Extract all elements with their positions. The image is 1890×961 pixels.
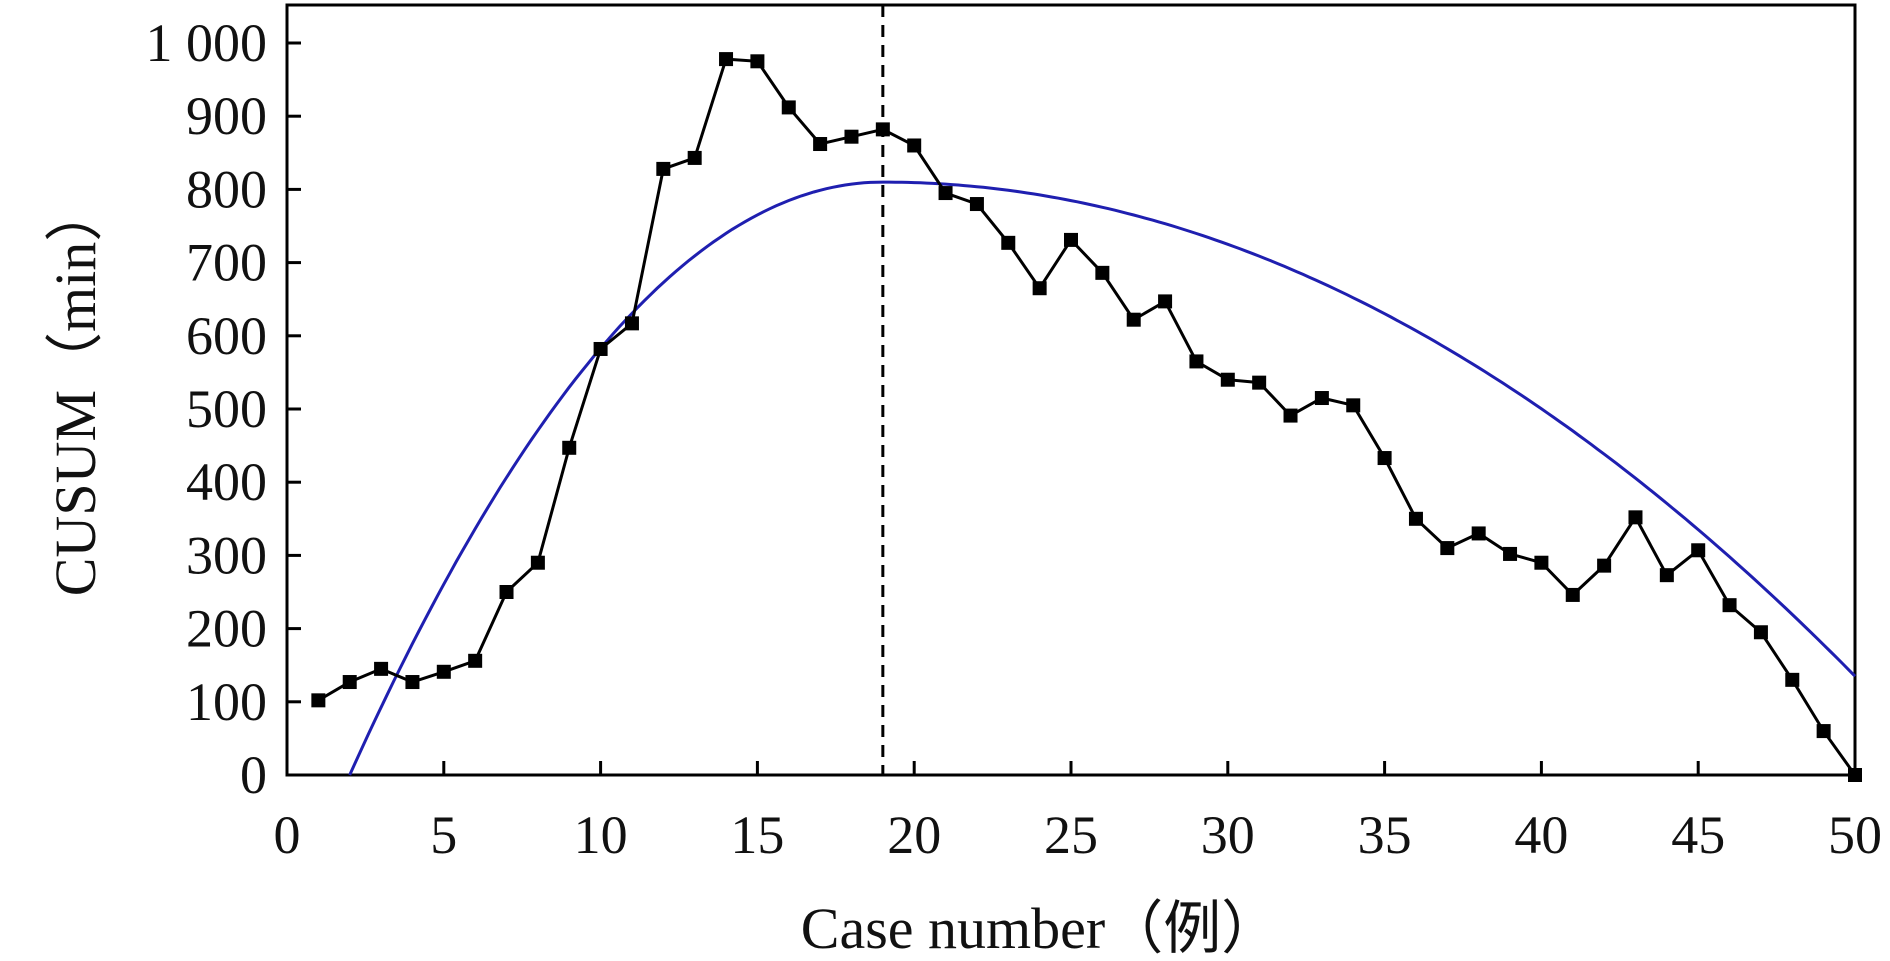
- cusum-point-marker: [1408, 511, 1423, 526]
- y-tick-label: 200: [186, 599, 267, 659]
- cusum-point-marker: [436, 664, 451, 679]
- cusum-point-marker: [656, 161, 671, 176]
- cusum-point-marker: [938, 186, 953, 201]
- cusum-point-marker: [1377, 451, 1392, 466]
- y-tick-label: 700: [186, 233, 267, 293]
- x-tick-label: 15: [730, 805, 784, 865]
- x-tick-label: 10: [574, 805, 628, 865]
- y-tick-label: 100: [186, 672, 267, 732]
- y-tick-label: 400: [186, 452, 267, 512]
- cusum-point-marker: [405, 675, 420, 690]
- cusum-point-marker: [1283, 408, 1298, 423]
- cusum-point-marker: [1597, 558, 1612, 573]
- cusum-point-marker: [907, 138, 922, 153]
- cusum-series-markers: [311, 52, 1862, 782]
- cusum-point-marker: [1628, 510, 1643, 525]
- x-axis-ticks: [285, 761, 1857, 775]
- cusum-point-marker: [1691, 543, 1706, 558]
- cusum-point-marker: [562, 440, 577, 455]
- cusum-point-marker: [1158, 294, 1173, 309]
- cusum-point-marker: [1785, 672, 1800, 687]
- cusum-point-marker: [781, 100, 796, 115]
- y-tick-label: 500: [186, 379, 267, 439]
- cusum-point-marker: [969, 197, 984, 212]
- cusum-point-marker: [813, 137, 828, 152]
- cusum-point-marker: [342, 675, 357, 690]
- y-tick-label: 1 000: [146, 13, 268, 73]
- cusum-point-marker: [1816, 724, 1831, 739]
- cusum-point-marker: [1659, 568, 1674, 583]
- plot-area-frame: [285, 3, 1857, 777]
- y-axis-title: CUSUM（min）: [43, 184, 108, 597]
- y-axis-ticks: [287, 41, 301, 777]
- cusum-point-marker: [311, 693, 326, 708]
- cusum-point-marker: [1095, 265, 1110, 280]
- cusum-point-marker: [1565, 587, 1580, 602]
- cusum-point-marker: [499, 585, 514, 599]
- y-tick-label: 600: [186, 306, 267, 366]
- cusum-point-marker: [1848, 768, 1862, 782]
- cusum-point-marker: [719, 52, 734, 67]
- cusum-point-marker: [593, 341, 608, 356]
- x-tick-label: 20: [887, 805, 941, 865]
- y-tick-label: 300: [186, 525, 267, 585]
- cusum-point-marker: [1753, 625, 1768, 640]
- cusum-point-marker: [1001, 235, 1016, 250]
- y-tick-label: 0: [240, 745, 267, 805]
- x-tick-label: 40: [1514, 805, 1568, 865]
- cusum-point-marker: [1534, 555, 1549, 570]
- cusum-point-marker: [624, 316, 639, 331]
- cusum-point-marker: [374, 661, 389, 676]
- cusum-point-marker: [1314, 391, 1329, 406]
- x-tick-label: 35: [1358, 805, 1412, 865]
- x-tick-label: 0: [274, 805, 301, 865]
- cusum-point-marker: [844, 129, 859, 144]
- cusum-point-marker: [687, 150, 702, 165]
- y-tick-label: 900: [186, 86, 267, 146]
- cusum-point-marker: [750, 54, 765, 69]
- x-tick-label: 50: [1828, 805, 1882, 865]
- x-axis-title: Case number（例）: [801, 896, 1279, 961]
- cusum-point-marker: [468, 653, 483, 668]
- cusum-point-marker: [875, 122, 890, 137]
- y-tick-label: 800: [186, 159, 267, 219]
- cusum-point-marker: [1126, 312, 1141, 327]
- cusum-point-marker: [1503, 546, 1518, 561]
- cusum-point-marker: [1064, 232, 1078, 247]
- cusum-point-marker: [1346, 398, 1361, 413]
- x-tick-label: 30: [1201, 805, 1255, 865]
- cusum-point-marker: [1032, 281, 1047, 296]
- cusum-point-marker: [1471, 526, 1486, 541]
- x-tick-label: 25: [1044, 805, 1098, 865]
- cusum-point-marker: [1252, 375, 1267, 390]
- y-axis-tick-labels: 0 100 200 300 400 500 600 700 800 900 1 000: [146, 13, 268, 805]
- cusum-point-marker: [1440, 541, 1455, 556]
- x-tick-label: 45: [1671, 805, 1725, 865]
- cusum-point-marker: [1220, 372, 1235, 387]
- cusum-point-marker: [1189, 354, 1204, 369]
- x-axis-tick-labels: 0 5 10 15 20 25 30 35 40 45 50: [274, 805, 1883, 865]
- cusum-point-marker: [1722, 598, 1737, 613]
- cusum-point-marker: [530, 555, 545, 570]
- x-tick-label: 5: [430, 805, 457, 865]
